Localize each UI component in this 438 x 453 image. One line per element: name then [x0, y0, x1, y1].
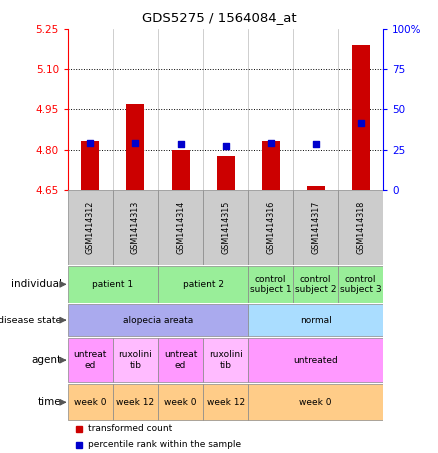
Text: normal: normal: [300, 316, 332, 325]
Text: GSM1414315: GSM1414315: [221, 201, 230, 254]
Bar: [68, 338, 113, 382]
Bar: [172, 149, 190, 189]
Text: ruxolini
tib: ruxolini tib: [208, 351, 243, 370]
Text: patient 2: patient 2: [183, 280, 223, 289]
Point: [222, 142, 229, 149]
Bar: [158, 189, 203, 265]
Text: alopecia areata: alopecia areata: [123, 316, 193, 325]
Bar: [261, 141, 279, 189]
Bar: [68, 304, 248, 336]
Bar: [203, 384, 248, 420]
Point: [132, 139, 139, 146]
Text: GSM1414318: GSM1414318: [356, 201, 365, 254]
Point: [87, 139, 94, 146]
Text: week 12: week 12: [206, 398, 245, 407]
Text: ruxolini
tib: ruxolini tib: [119, 351, 152, 370]
Bar: [338, 266, 383, 303]
Text: untreat
ed: untreat ed: [74, 351, 107, 370]
Point: [312, 140, 319, 148]
Bar: [352, 45, 370, 189]
Text: control
subject 2: control subject 2: [295, 275, 336, 294]
Text: untreated: untreated: [293, 356, 338, 365]
Bar: [248, 338, 383, 382]
Text: GSM1414314: GSM1414314: [176, 201, 185, 254]
Text: GSM1414317: GSM1414317: [311, 201, 320, 254]
Text: week 0: week 0: [300, 398, 332, 407]
Text: GSM1414313: GSM1414313: [131, 201, 140, 254]
Bar: [81, 141, 99, 189]
Text: transformed count: transformed count: [88, 424, 173, 433]
Bar: [113, 384, 158, 420]
Bar: [127, 104, 145, 189]
Point: [357, 119, 364, 126]
Bar: [248, 266, 293, 303]
Bar: [338, 189, 383, 265]
Bar: [248, 384, 383, 420]
Text: GSM1414316: GSM1414316: [266, 201, 275, 254]
Bar: [68, 189, 113, 265]
Point: [267, 139, 274, 146]
Text: disease state: disease state: [0, 316, 62, 325]
Point: [177, 140, 184, 148]
Text: week 12: week 12: [117, 398, 155, 407]
Bar: [307, 186, 325, 189]
Text: patient 1: patient 1: [92, 280, 134, 289]
Bar: [248, 304, 383, 336]
Bar: [113, 338, 158, 382]
Bar: [68, 384, 113, 420]
Text: GDS5275 / 1564084_at: GDS5275 / 1564084_at: [141, 11, 297, 24]
Bar: [158, 266, 248, 303]
Text: untreat
ed: untreat ed: [164, 351, 197, 370]
Text: individual: individual: [11, 280, 62, 289]
Bar: [216, 156, 235, 189]
Bar: [203, 338, 248, 382]
Bar: [158, 384, 203, 420]
Bar: [203, 189, 248, 265]
Text: time: time: [38, 397, 62, 407]
Bar: [248, 189, 293, 265]
Text: week 0: week 0: [74, 398, 107, 407]
Text: percentile rank within the sample: percentile rank within the sample: [88, 440, 241, 449]
Text: control
subject 1: control subject 1: [250, 275, 291, 294]
Text: week 0: week 0: [164, 398, 197, 407]
Bar: [158, 338, 203, 382]
Text: control
subject 3: control subject 3: [340, 275, 381, 294]
Text: GSM1414312: GSM1414312: [86, 201, 95, 254]
Bar: [113, 189, 158, 265]
Bar: [293, 189, 338, 265]
Bar: [68, 266, 158, 303]
Text: agent: agent: [32, 355, 62, 365]
Bar: [293, 266, 338, 303]
